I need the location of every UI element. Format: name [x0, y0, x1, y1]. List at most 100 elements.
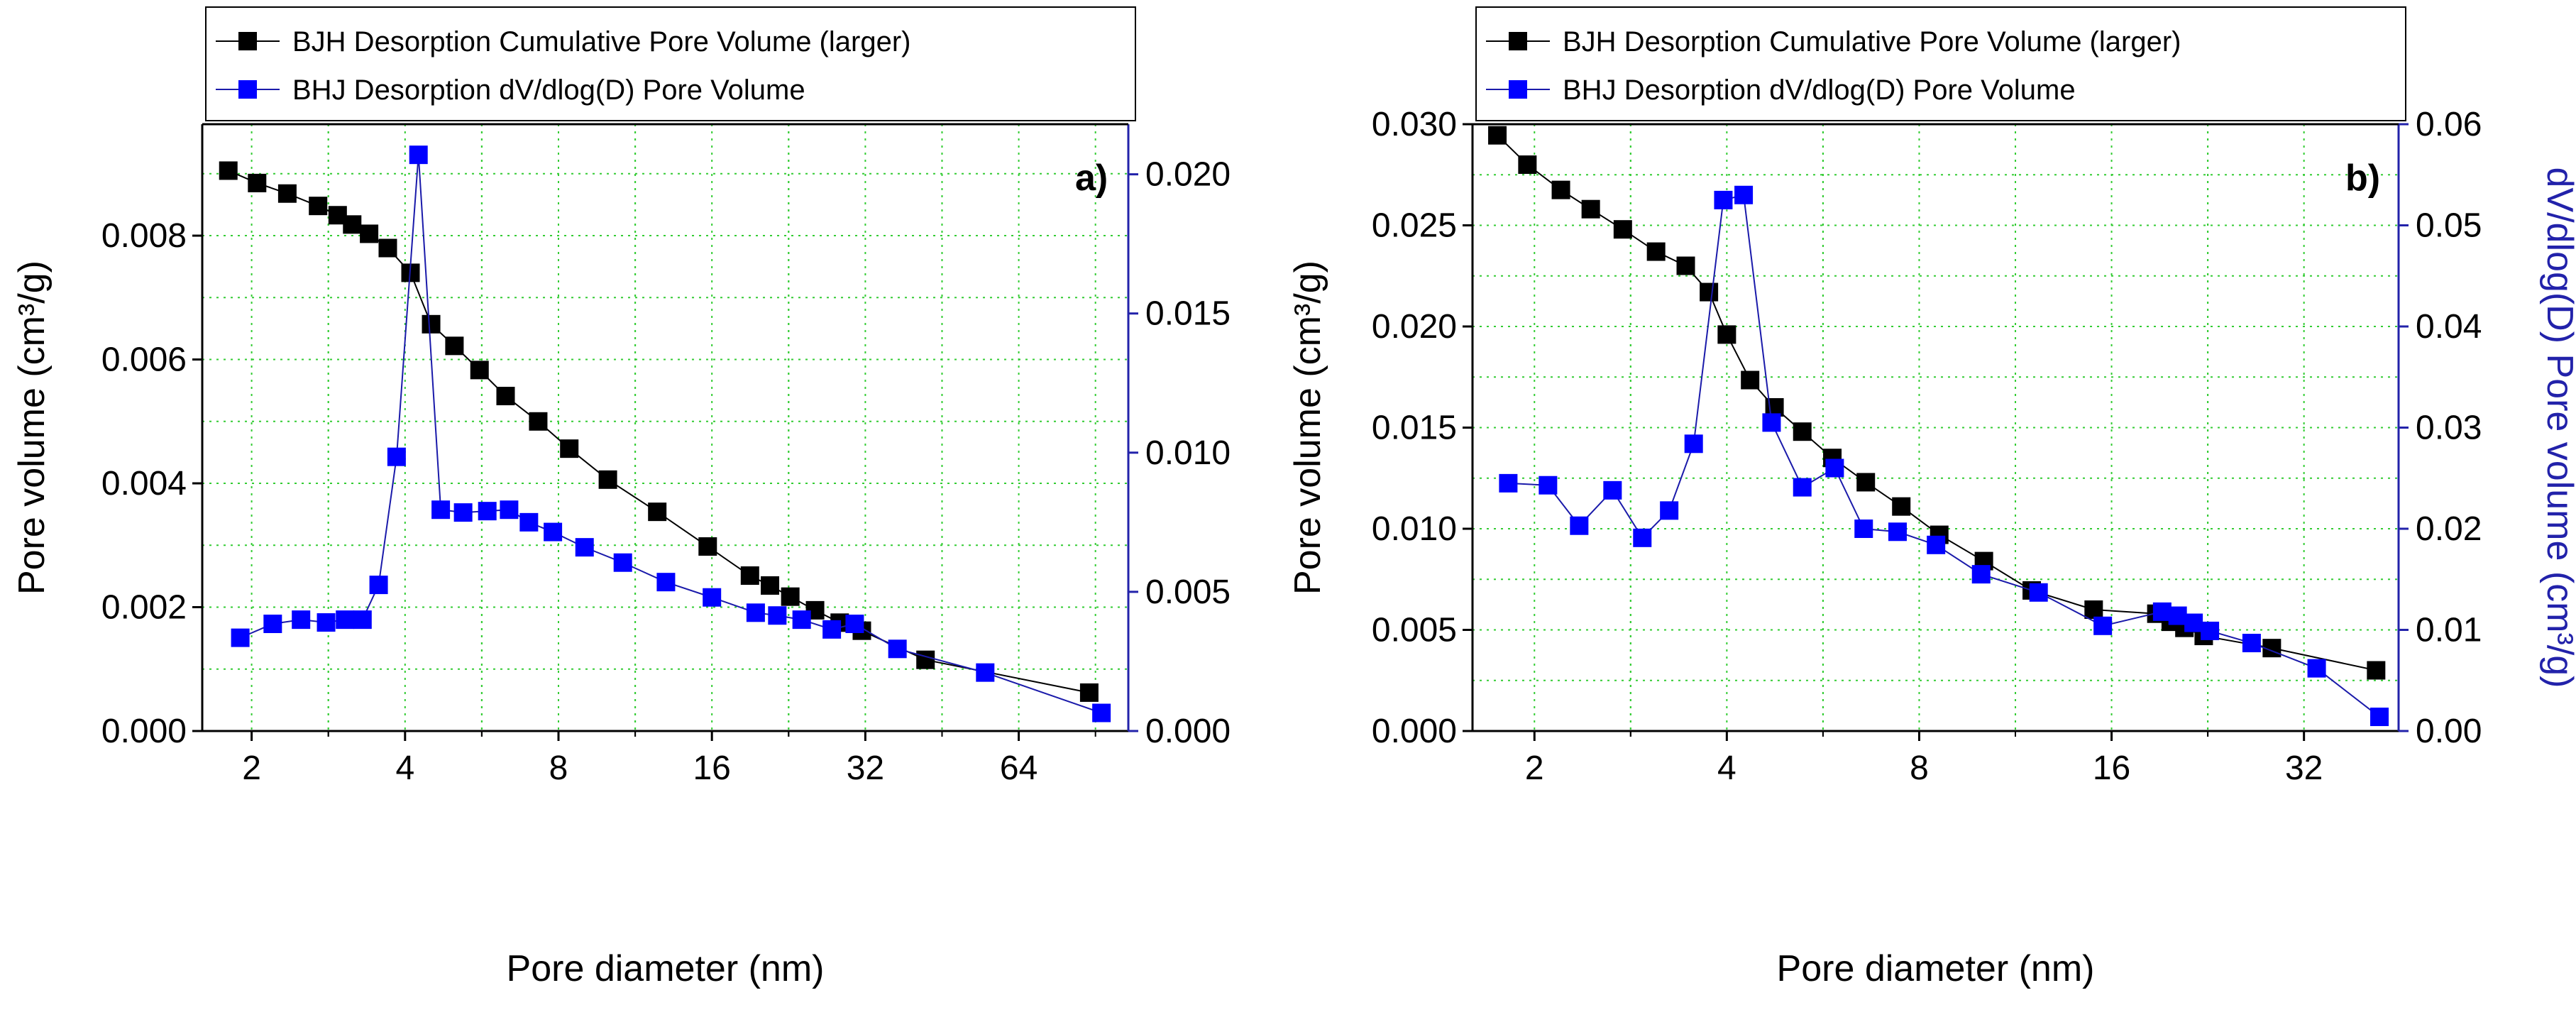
- y-right-tick-label: 0.005: [1145, 573, 1231, 611]
- dvdlogd-data-point: [2184, 613, 2203, 632]
- cumulative-data-point: [470, 361, 489, 380]
- cumulative-data-point: [1581, 199, 1600, 219]
- cumulative-data-point: [248, 173, 267, 192]
- cumulative-data-point: [1079, 683, 1099, 702]
- dvdlogd-data-point: [1927, 535, 1946, 554]
- y-tick-label: 0.025: [1372, 207, 1457, 245]
- y-right-tick-label: 0.06: [2416, 106, 2482, 143]
- cumulative-data-point: [2367, 661, 2386, 680]
- x-tick-label: 16: [693, 749, 730, 787]
- dvdlogd-data-point: [336, 610, 355, 630]
- cumulative-data-point: [1700, 282, 1719, 302]
- cumulative-data-point: [1613, 220, 1632, 239]
- y-tick-label: 0.008: [101, 217, 187, 255]
- dvdlogd-data-point: [746, 603, 765, 622]
- legend-label: BHJ Desorption dV/dlog(D) Pore Volume: [292, 75, 805, 106]
- x-tick-label: 2: [242, 749, 261, 787]
- dvdlogd-data-point: [1714, 190, 1733, 209]
- dvdlogd-data-point: [1092, 703, 1111, 722]
- dvdlogd-data-point: [263, 615, 282, 634]
- dvdlogd-data-point: [317, 613, 336, 632]
- dvdlogd-data-point: [500, 500, 519, 520]
- cumulative-data-point: [360, 224, 379, 243]
- dvdlogd-data-point: [1684, 434, 1703, 454]
- dvdlogd-data-point: [2307, 659, 2326, 678]
- y-tick-label: 0.030: [1372, 106, 1457, 143]
- cumulative-data-point: [1518, 155, 1537, 174]
- y-right-tick-label: 0.05: [2416, 207, 2482, 245]
- panel-label: b): [2345, 158, 2380, 199]
- cumulative-data-point: [219, 161, 238, 180]
- dvdlogd-data-point: [1660, 501, 1679, 520]
- dvdlogd-data-point: [976, 663, 995, 682]
- dvdlogd-data-point: [2370, 708, 2389, 727]
- x-tick-label: 32: [847, 749, 884, 787]
- cumulative-data-point: [378, 238, 397, 258]
- cumulative-data-point: [1856, 473, 1876, 492]
- cumulative-data-point: [309, 197, 328, 216]
- y-tick-label: 0.006: [101, 341, 187, 379]
- cumulative-data-point: [1488, 126, 1507, 145]
- y-tick-label: 0.000: [101, 713, 187, 750]
- dvdlogd-data-point: [1762, 413, 1781, 432]
- dvdlogd-data-point: [544, 522, 563, 542]
- dvdlogd-data-point: [845, 615, 864, 634]
- y-right-tick-label: 0.04: [2416, 308, 2482, 346]
- y-tick-label: 0.015: [1372, 410, 1457, 447]
- legend: BJH Desorption Cumulative Pore Volume (l…: [205, 6, 1136, 121]
- y-tick-label: 0.002: [101, 589, 187, 627]
- dvdlogd-data-point: [2201, 621, 2220, 640]
- dvdlogd-data-point: [792, 610, 811, 630]
- dvdlogd-data-point: [1539, 476, 1558, 495]
- x-tick-label: 8: [1910, 749, 1929, 787]
- y-right-tick-label: 0.00: [2416, 713, 2482, 750]
- legend-marker: [1509, 80, 1527, 99]
- dvdlogd-data-point: [1633, 528, 1652, 547]
- cumulative-data-point: [277, 184, 297, 203]
- dvdlogd-data-point: [1793, 478, 1812, 497]
- dvdlogd-data-point: [1499, 473, 1518, 493]
- dvdlogd-data-point: [2152, 602, 2172, 621]
- y-right-tick-label: 0.020: [1145, 156, 1231, 194]
- legend-marker: [238, 32, 257, 50]
- dvdlogd-data-point: [231, 628, 250, 647]
- chart-panel-b: 2 4 8 16 32 0.000 0.005 0.010 0.015 0.020 0.025 0.0…: [1287, 6, 2576, 989]
- dvdlogd-data-point: [1603, 480, 1622, 500]
- series-line-cumulative: [1497, 134, 2377, 671]
- cumulative-data-point: [422, 314, 441, 334]
- dvdlogd-data-point: [1854, 520, 1873, 538]
- cumulative-data-point: [1676, 256, 1695, 275]
- y-tick-label: 0.010: [1372, 510, 1457, 548]
- dvdlogd-data-point: [519, 512, 539, 532]
- y-right-tick-label: 0.02: [2416, 510, 2482, 548]
- dvdlogd-data-point: [1570, 516, 1589, 535]
- dvdlogd-data-point: [613, 553, 632, 572]
- dvdlogd-data-point: [2029, 583, 2048, 602]
- dvdlogd-data-point: [888, 639, 907, 659]
- y-axis-title: Pore volume (cm³/g): [11, 260, 53, 595]
- x-tick-label: 16: [2093, 749, 2130, 787]
- y-tick-label: 0.000: [1372, 713, 1457, 750]
- y-tick-label: 0.020: [1372, 308, 1457, 346]
- dvdlogd-data-point: [2242, 634, 2261, 653]
- legend-label: BHJ Desorption dV/dlog(D) Pore Volume: [1563, 75, 2076, 106]
- y-tick-label: 0.005: [1372, 612, 1457, 649]
- dvdlogd-data-point: [1971, 565, 1991, 584]
- legend-box: [205, 6, 1136, 121]
- x-tick-label: 4: [395, 749, 414, 787]
- dvdlogd-data-point: [292, 610, 311, 630]
- dvdlogd-data-point: [453, 503, 473, 522]
- dvdlogd-data-point: [1825, 458, 1844, 478]
- legend-marker: [1509, 32, 1527, 50]
- dvdlogd-data-point: [431, 500, 451, 520]
- y-tick-label: 0.004: [101, 465, 187, 502]
- cumulative-data-point: [1646, 242, 1666, 261]
- cumulative-data-point: [916, 650, 935, 669]
- x-tick-label: 4: [1717, 749, 1736, 787]
- dvdlogd-data-point: [656, 573, 676, 592]
- legend: BJH Desorption Cumulative Pore Volume (l…: [1475, 6, 2406, 121]
- y-axis-title: Pore volume (cm³/g): [1287, 260, 1328, 595]
- y-axis-right-title: dV/dlog(D) Pore volume (cm³/g): [2539, 167, 2576, 688]
- cumulative-data-point: [2084, 600, 2103, 619]
